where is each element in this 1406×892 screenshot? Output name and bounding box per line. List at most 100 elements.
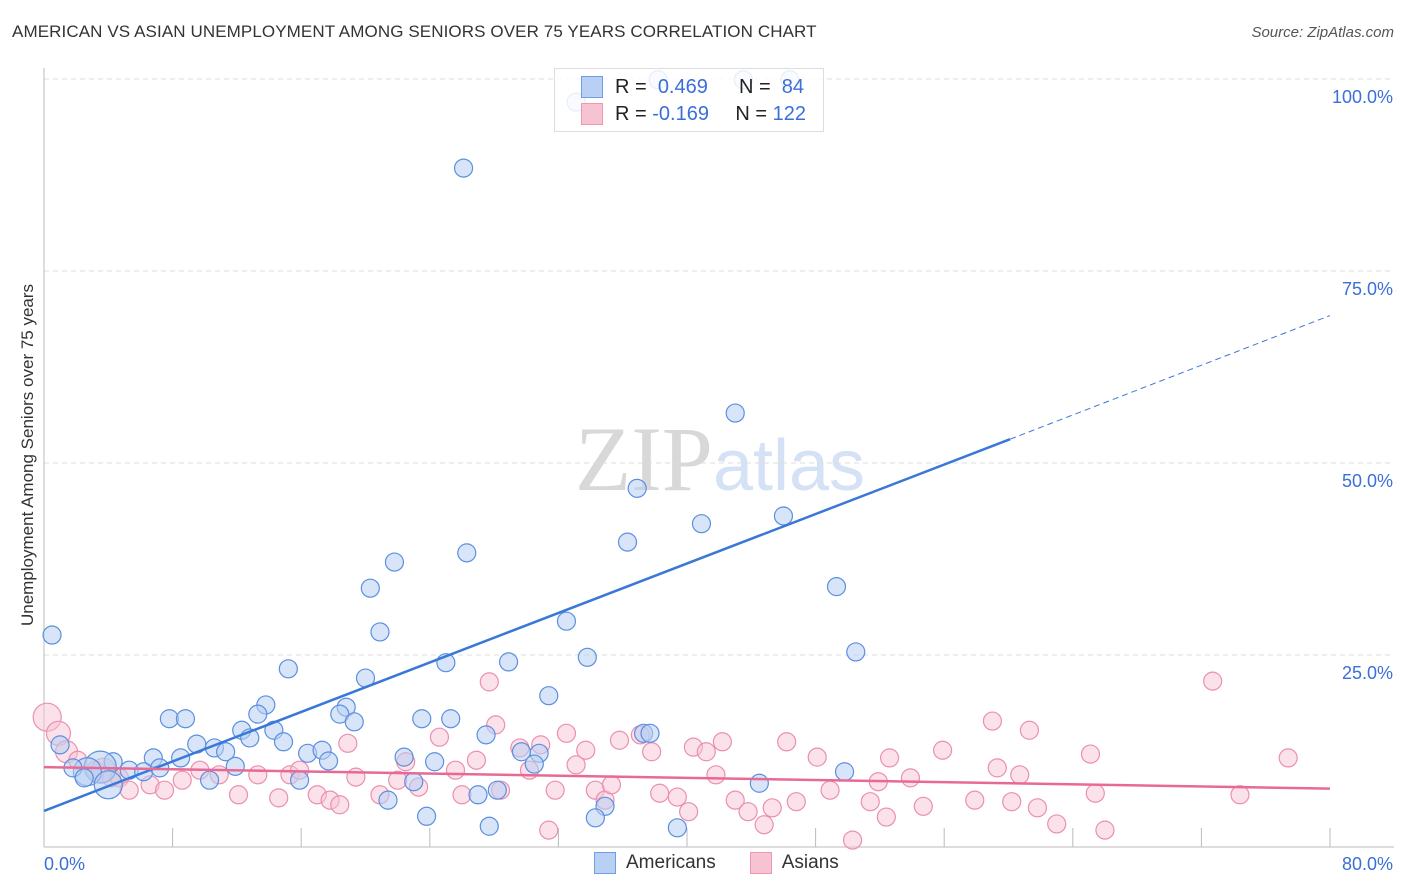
american-point	[394, 747, 414, 767]
american-point	[50, 735, 70, 755]
asian-point	[1047, 814, 1067, 834]
asian-point	[712, 732, 732, 752]
asian-point	[172, 770, 192, 790]
asian-point	[330, 795, 350, 815]
asian-point	[1080, 744, 1101, 764]
asian-point	[1095, 820, 1115, 840]
asian-point	[932, 740, 953, 760]
american-point	[416, 806, 437, 826]
asian-point	[609, 730, 630, 750]
american-point	[225, 756, 245, 776]
asian-point	[452, 785, 472, 805]
american-point	[289, 770, 310, 790]
americans-trend-extension	[1009, 315, 1331, 440]
american-point	[617, 532, 638, 552]
n-value: 84	[781, 75, 804, 98]
asian-point	[820, 780, 840, 800]
asian-point	[1027, 798, 1048, 818]
american-point	[773, 506, 794, 526]
x-tick-label: 80.0%	[1342, 854, 1393, 874]
asian-point	[1203, 671, 1223, 691]
american-point	[749, 773, 769, 793]
american-point	[412, 709, 432, 729]
x-tick-label: 0.0%	[44, 854, 85, 874]
american-point	[175, 709, 196, 729]
asians-trend-line	[43, 765, 1331, 790]
american-point	[344, 712, 364, 732]
asian-point	[987, 758, 1007, 778]
asian-point	[982, 711, 1003, 731]
legend-row-asians: R = -0.169 N = 122	[581, 101, 806, 127]
asian-point	[429, 727, 450, 747]
asian-point	[900, 768, 921, 788]
asian-point	[1230, 785, 1250, 805]
americans-swatch	[594, 852, 616, 874]
americans-swatch	[581, 76, 603, 98]
american-point	[539, 686, 559, 706]
american-point	[667, 818, 687, 838]
asian-point	[725, 790, 745, 810]
american-point	[585, 808, 605, 828]
asian-point	[576, 740, 596, 760]
asian-point	[786, 792, 806, 812]
n-label: N =	[738, 75, 771, 98]
asian-point	[706, 765, 726, 785]
source-label: Source: ZipAtlas.com	[1251, 24, 1394, 41]
asian-point	[228, 785, 249, 805]
american-point	[74, 768, 94, 788]
n-value: 122	[772, 102, 806, 125]
american-point	[725, 403, 745, 423]
asian-point	[642, 742, 662, 762]
asian-point	[667, 787, 687, 807]
asian-point	[466, 750, 487, 770]
correlation-legend: R = 0.469 N = 84 R = -0.169 N = 122	[554, 68, 824, 132]
r-value: 0.469	[657, 75, 708, 98]
american-point	[479, 816, 499, 836]
asian-point	[777, 732, 797, 752]
r-label: R =	[615, 75, 647, 98]
american-point	[404, 772, 424, 792]
american-point	[370, 622, 390, 642]
asian-point	[346, 767, 366, 787]
american-point	[378, 790, 398, 810]
american-point	[384, 552, 405, 572]
american-point	[627, 478, 647, 498]
asian-point	[154, 780, 175, 800]
asian-point	[913, 796, 933, 816]
american-point	[577, 647, 597, 667]
asian-point	[1019, 720, 1039, 740]
american-point	[498, 652, 519, 672]
american-point	[826, 577, 847, 597]
american-point	[457, 543, 477, 563]
asian-point	[338, 733, 358, 753]
americans-trend-line	[43, 438, 1011, 813]
asian-point	[545, 780, 565, 800]
asian-point	[696, 742, 716, 762]
asian-point	[1002, 792, 1022, 812]
asian-point	[248, 765, 268, 785]
american-point	[640, 723, 660, 743]
y-tick-label: 25.0%	[1342, 663, 1393, 683]
american-point	[318, 751, 339, 771]
asian-point	[754, 815, 774, 835]
american-point	[476, 725, 496, 745]
r-value: -0.169	[652, 102, 709, 125]
american-point	[524, 754, 544, 774]
legend-asians: Asians	[781, 852, 839, 873]
asian-point	[762, 798, 782, 818]
legend-americans: Americans	[626, 852, 716, 873]
american-point	[278, 659, 298, 679]
american-point	[360, 578, 380, 598]
asian-point	[679, 802, 699, 822]
american-point	[93, 770, 123, 800]
american-point	[556, 611, 577, 631]
asians-swatch	[581, 103, 603, 125]
american-point	[834, 762, 855, 782]
r-label: R =	[615, 102, 647, 125]
asian-point	[738, 802, 758, 822]
asian-point	[556, 723, 577, 743]
asians-swatch	[749, 852, 772, 874]
american-point	[487, 780, 507, 800]
asian-point	[842, 830, 863, 850]
american-point	[199, 770, 220, 790]
